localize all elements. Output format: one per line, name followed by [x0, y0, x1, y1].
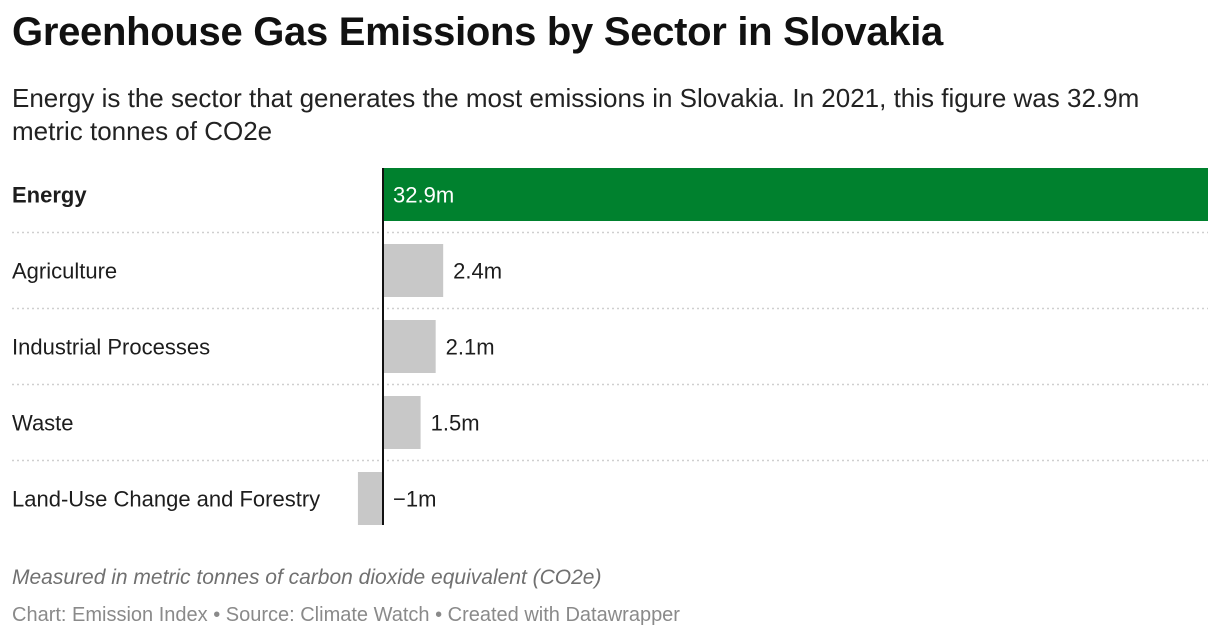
value-label-waste: 1.5m: [431, 411, 480, 436]
value-label-land-use-change-and-forestry: −1m: [393, 487, 436, 512]
bar-industrial-processes: [383, 320, 436, 373]
value-label-energy: 32.9m: [393, 183, 454, 208]
category-label-industrial-processes: Industrial Processes: [12, 335, 210, 360]
bar-chart: Energy 32.9m Agriculture 2.4m Industrial Pro…: [12, 168, 1208, 525]
chart-subtitle: Energy is the sector that generates the …: [12, 83, 1140, 146]
chart-title: Greenhouse Gas Emissions by Sector in Sl…: [12, 10, 944, 54]
bar-land-use-change-and-forestry: [357, 472, 383, 525]
chart-credit: Chart: Emission Index • Source: Climate …: [12, 604, 680, 626]
category-label-energy: Energy: [12, 183, 87, 208]
value-label-industrial-processes: 2.1m: [446, 335, 495, 360]
category-label-agriculture: Agriculture: [12, 259, 117, 284]
bar-agriculture: [383, 244, 444, 297]
category-label-waste: Waste: [12, 411, 74, 436]
category-label-land-use-change-and-forestry: Land-Use Change and Forestry: [12, 487, 320, 512]
bar-waste: [383, 396, 421, 449]
chart-note: Measured in metric tonnes of carbon diox…: [12, 566, 602, 589]
bar-energy: [383, 168, 1208, 221]
value-label-agriculture: 2.4m: [453, 259, 502, 284]
